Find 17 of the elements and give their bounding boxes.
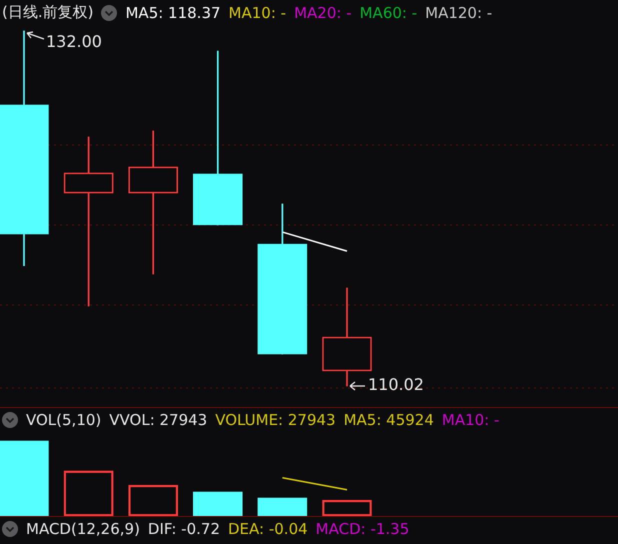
text: VOLUME: 27943 (215, 411, 336, 429)
text: DIF: -0.72 (148, 520, 220, 538)
text: MACD: -1.35 (316, 520, 410, 538)
chart-title: (日线.前复权) (2, 3, 94, 22)
legend-label: MA120: - (425, 4, 492, 22)
text: DEA: -0.04 (228, 520, 308, 538)
text: MACD(12,26,9) (26, 520, 140, 538)
text: VVOL: 27943 (109, 411, 208, 429)
chart-title: VOL(5,10) (26, 411, 102, 429)
legend-label: MA60: - (360, 4, 418, 22)
annotation: 132.00 (46, 32, 102, 52)
text: MA5: 118.37 (125, 4, 221, 22)
text: MA5: 45924 (344, 411, 434, 429)
legend-label: MA10: - (228, 4, 286, 22)
legend-label: MA20: - (294, 4, 352, 22)
text: MA10: - (442, 411, 500, 429)
annotation: 110.02 (368, 375, 424, 394)
